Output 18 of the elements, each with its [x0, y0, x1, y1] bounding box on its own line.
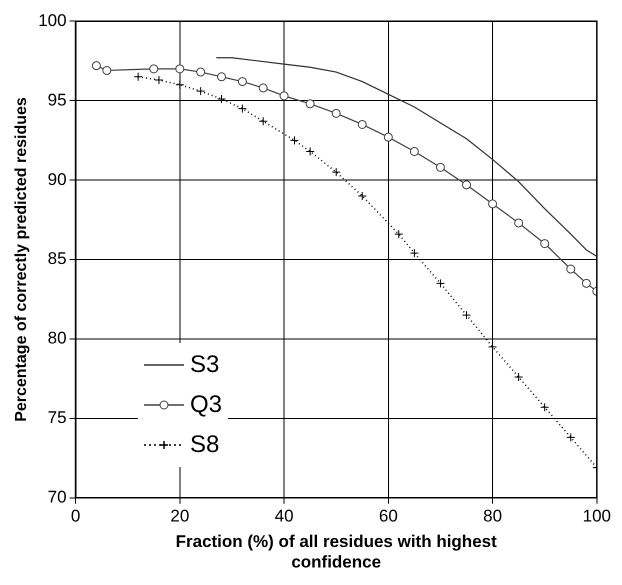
y-tick-label: 90: [48, 170, 67, 189]
y-tick-label: 95: [48, 90, 67, 110]
x-tick-label: 20: [170, 506, 190, 526]
x-tick-label: 80: [483, 506, 502, 526]
y-tick-label: 70: [48, 487, 67, 506]
y-tick-label: 85: [48, 249, 67, 268]
x-tick-label: 40: [274, 506, 294, 526]
x-tick-label: 60: [378, 506, 398, 526]
legend-label: Q3: [190, 391, 222, 419]
legend-label: S8: [190, 431, 220, 459]
x-tick-label: 100: [582, 506, 612, 526]
y-tick-label: 80: [48, 328, 67, 348]
y-axis-title: Percentage of correctly predicted residues: [13, 97, 30, 422]
legend-label: S3: [190, 351, 220, 379]
x-tick-label: 0: [70, 506, 80, 526]
y-tick-label: 100: [38, 10, 67, 30]
y-tick-label: 75: [48, 408, 67, 428]
x-axis-title: Fraction (%) of all residues with highest confidence: [176, 532, 498, 572]
